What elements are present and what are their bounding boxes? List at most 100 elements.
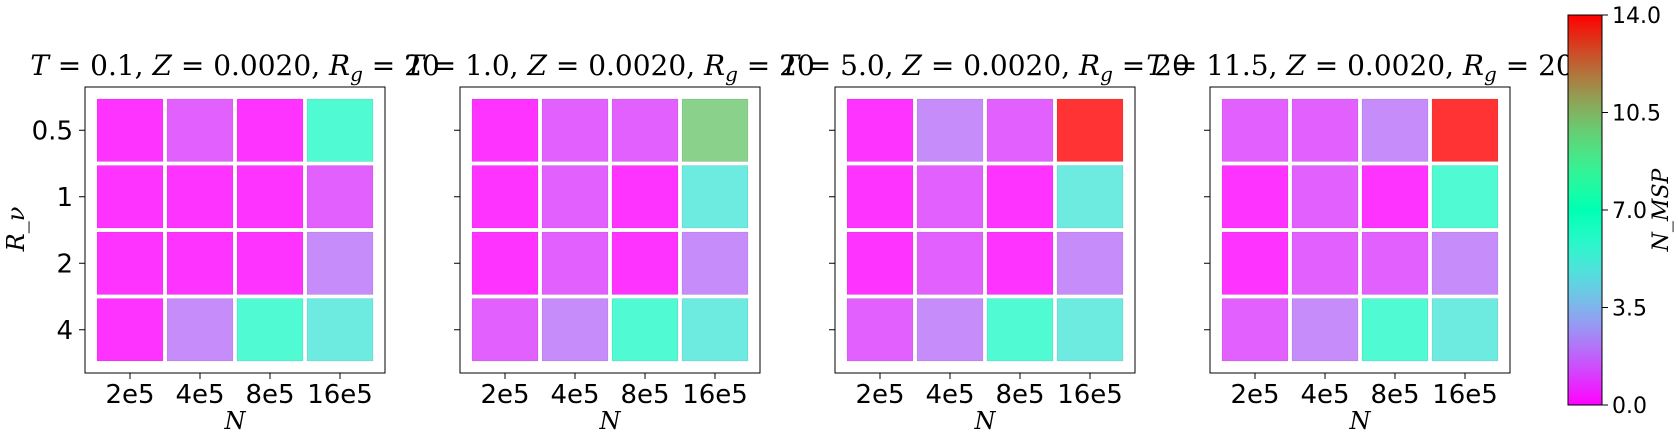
heatmap-cell	[541, 231, 609, 295]
heatmap-cell	[1361, 298, 1429, 362]
colorbar: 0.0 3.5 7.0 10.5 14.0 N_MSP	[1567, 4, 1674, 419]
heatmap-cell	[846, 231, 914, 295]
panel-title: T = 0.1, Z = 0.0020, Rg = 20	[30, 49, 440, 86]
heatmap-cell	[236, 98, 304, 162]
panel-title: T = 5.0, Z = 0.0020, Rg = 20	[780, 49, 1190, 86]
x-tick-label: 8e5	[995, 380, 1044, 410]
heatmap-cell	[471, 231, 539, 295]
x-tick-label: 2e5	[1230, 380, 1279, 410]
heatmap-cell	[1361, 231, 1429, 295]
heatmap-cell	[1291, 165, 1359, 229]
x-tick-label: 8e5	[245, 380, 294, 410]
heatmap-cell	[471, 298, 539, 362]
heatmap-cell	[96, 165, 164, 229]
heatmap-cell	[986, 165, 1054, 229]
heatmap-cell	[1431, 165, 1499, 229]
y-tick-label: 2	[56, 249, 73, 279]
colorbar-label: N_MSP	[1649, 167, 1674, 252]
heatmap-cell	[541, 98, 609, 162]
heatmap-cell	[846, 98, 914, 162]
y-tick-label: 4	[56, 316, 73, 346]
heatmap-cell	[611, 98, 679, 162]
x-tick-label: 2e5	[480, 380, 529, 410]
x-tick-label: 4e5	[550, 380, 599, 410]
heatmap-cell	[166, 165, 234, 229]
y-axis-label: R_ν	[2, 207, 30, 253]
heatmap-cell	[916, 98, 984, 162]
heatmap-cell	[236, 231, 304, 295]
heatmap-cell	[916, 231, 984, 295]
heatmap-cell	[611, 165, 679, 229]
x-axis-label: N	[1349, 407, 1372, 435]
y-tick-label: 0.5	[32, 116, 73, 146]
heatmap-cell	[1431, 298, 1499, 362]
heatmap-cell	[611, 231, 679, 295]
heatmap-cell	[1056, 165, 1124, 229]
heatmap-cell	[1361, 165, 1429, 229]
heatmap-cell	[1291, 298, 1359, 362]
heatmap-panel: T = 11.5, Z = 0.0020, Rg = 20 2e5 4e5 8e5 16…	[1146, 49, 1573, 435]
heatmap-cell	[236, 298, 304, 362]
heatmap-cell	[306, 298, 374, 362]
heatmap-cell	[96, 298, 164, 362]
heatmap-cell	[611, 298, 679, 362]
heatmap-cell	[681, 165, 749, 229]
heatmap-cell	[1431, 231, 1499, 295]
heatmap-cell	[986, 298, 1054, 362]
x-tick-label: 2e5	[855, 380, 904, 410]
x-tick-label: 4e5	[175, 380, 224, 410]
heatmap-cell	[166, 98, 234, 162]
x-tick-label: 4e5	[925, 380, 974, 410]
x-tick-label: 8e5	[1370, 380, 1419, 410]
heatmap-cell	[681, 231, 749, 295]
heatmap-cell	[1291, 98, 1359, 162]
x-axis-label: N	[974, 407, 997, 435]
heatmap-cell	[541, 165, 609, 229]
heatmap-cell	[1056, 98, 1124, 162]
colorbar-ticks: 0.0 3.5 7.0 10.5 14.0	[1602, 4, 1661, 419]
heatmap-cell	[166, 298, 234, 362]
heatmap-cell	[846, 165, 914, 229]
heatmap-cell	[1056, 298, 1124, 362]
heatmap-panel: T = 1.0, Z = 0.0020, Rg = 20 2e5 4e5 8e5 16e…	[405, 49, 815, 435]
x-tick-label: 16e5	[682, 380, 748, 410]
colorbar-gradient	[1567, 14, 1603, 406]
heatmap-cell	[986, 231, 1054, 295]
heatmap-cell	[306, 231, 374, 295]
heatmap-cell	[916, 298, 984, 362]
heatmap-cell	[1291, 231, 1359, 295]
x-tick-label: 4e5	[1300, 380, 1349, 410]
x-tick-label: 16e5	[1432, 380, 1498, 410]
heatmap-cell	[916, 165, 984, 229]
panel-title: T = 1.0, Z = 0.0020, Rg = 20	[405, 49, 815, 86]
panel-title: T = 11.5, Z = 0.0020, Rg = 20	[1146, 49, 1573, 86]
heatmap-cell	[1221, 231, 1289, 295]
heatmap-cell	[1221, 165, 1289, 229]
x-axis-label: N	[224, 407, 247, 435]
colorbar-tick-label: 7.0	[1612, 199, 1647, 224]
heatmap-cell	[1431, 98, 1499, 162]
heatmap-cell	[986, 98, 1054, 162]
heatmap-cell	[1056, 231, 1124, 295]
colorbar-tick-label: 0.0	[1612, 394, 1647, 419]
x-tick-label: 16e5	[307, 380, 373, 410]
colorbar-tick-label: 10.5	[1612, 102, 1661, 127]
heatmap-cell	[471, 165, 539, 229]
heatmap-cell	[541, 298, 609, 362]
heatmap-cell	[681, 98, 749, 162]
x-tick-label: 8e5	[620, 380, 669, 410]
heatmap-panel: T = 0.1, Z = 0.0020, Rg = 20 2e5 4e5 8e5 16e…	[30, 49, 440, 435]
x-tick-label: 16e5	[1057, 380, 1123, 410]
y-tick-label: 1	[56, 183, 73, 213]
heatmap-cell	[681, 298, 749, 362]
heatmap-cell	[1221, 298, 1289, 362]
colorbar-tick-label: 3.5	[1612, 297, 1647, 322]
x-axis-label: N	[599, 407, 622, 435]
colorbar-tick-label: 14.0	[1612, 4, 1661, 29]
heatmap-cell	[471, 98, 539, 162]
heatmap-cell	[96, 231, 164, 295]
heatmap-cell	[1221, 98, 1289, 162]
heatmap-cell	[96, 98, 164, 162]
panels: T = 0.1, Z = 0.0020, Rg = 20 2e5 4e5 8e5 16e…	[30, 49, 1574, 435]
